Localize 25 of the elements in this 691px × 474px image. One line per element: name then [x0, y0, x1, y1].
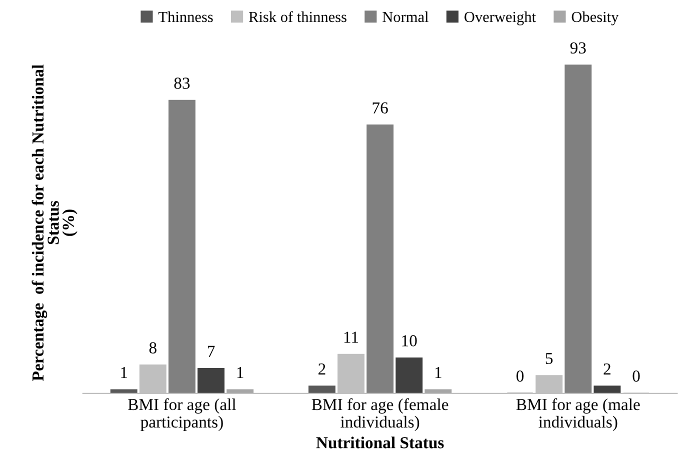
data-label: 93 [570, 42, 586, 54]
data-label: 76 [372, 102, 388, 114]
legend-label: Thinness [158, 11, 213, 22]
x-tick-label: BMI for age (male individuals) [516, 398, 640, 432]
x-tick-label: BMI for age (female individuals) [312, 398, 448, 432]
legend-label: Risk of thinness [248, 11, 346, 22]
data-label: 83 [174, 78, 190, 89]
y-axis-title: Percentage of incidence for each Nutritional Status (%) [32, 64, 78, 381]
data-label: 1 [435, 367, 442, 378]
legend-label: Obesity [572, 11, 619, 26]
data-label: 2 [318, 363, 326, 374]
data-label: 7 [208, 346, 215, 357]
data-label: 0 [516, 370, 524, 382]
data-label: 0 [632, 370, 640, 382]
legend-label: Normal [382, 11, 428, 22]
data-label: 1 [121, 367, 128, 378]
x-axis-title: Nutritional Status [316, 436, 444, 448]
data-label: 11 [344, 332, 358, 343]
x-tick-label: BMI for age (all participants) [128, 398, 236, 432]
data-label: 5 [546, 352, 553, 364]
data-label: 2 [604, 363, 610, 374]
data-label: 10 [402, 335, 417, 346]
data-label: 1 [237, 367, 244, 378]
legend-label: Overweight [464, 11, 536, 26]
data-label: 8 [149, 342, 156, 354]
